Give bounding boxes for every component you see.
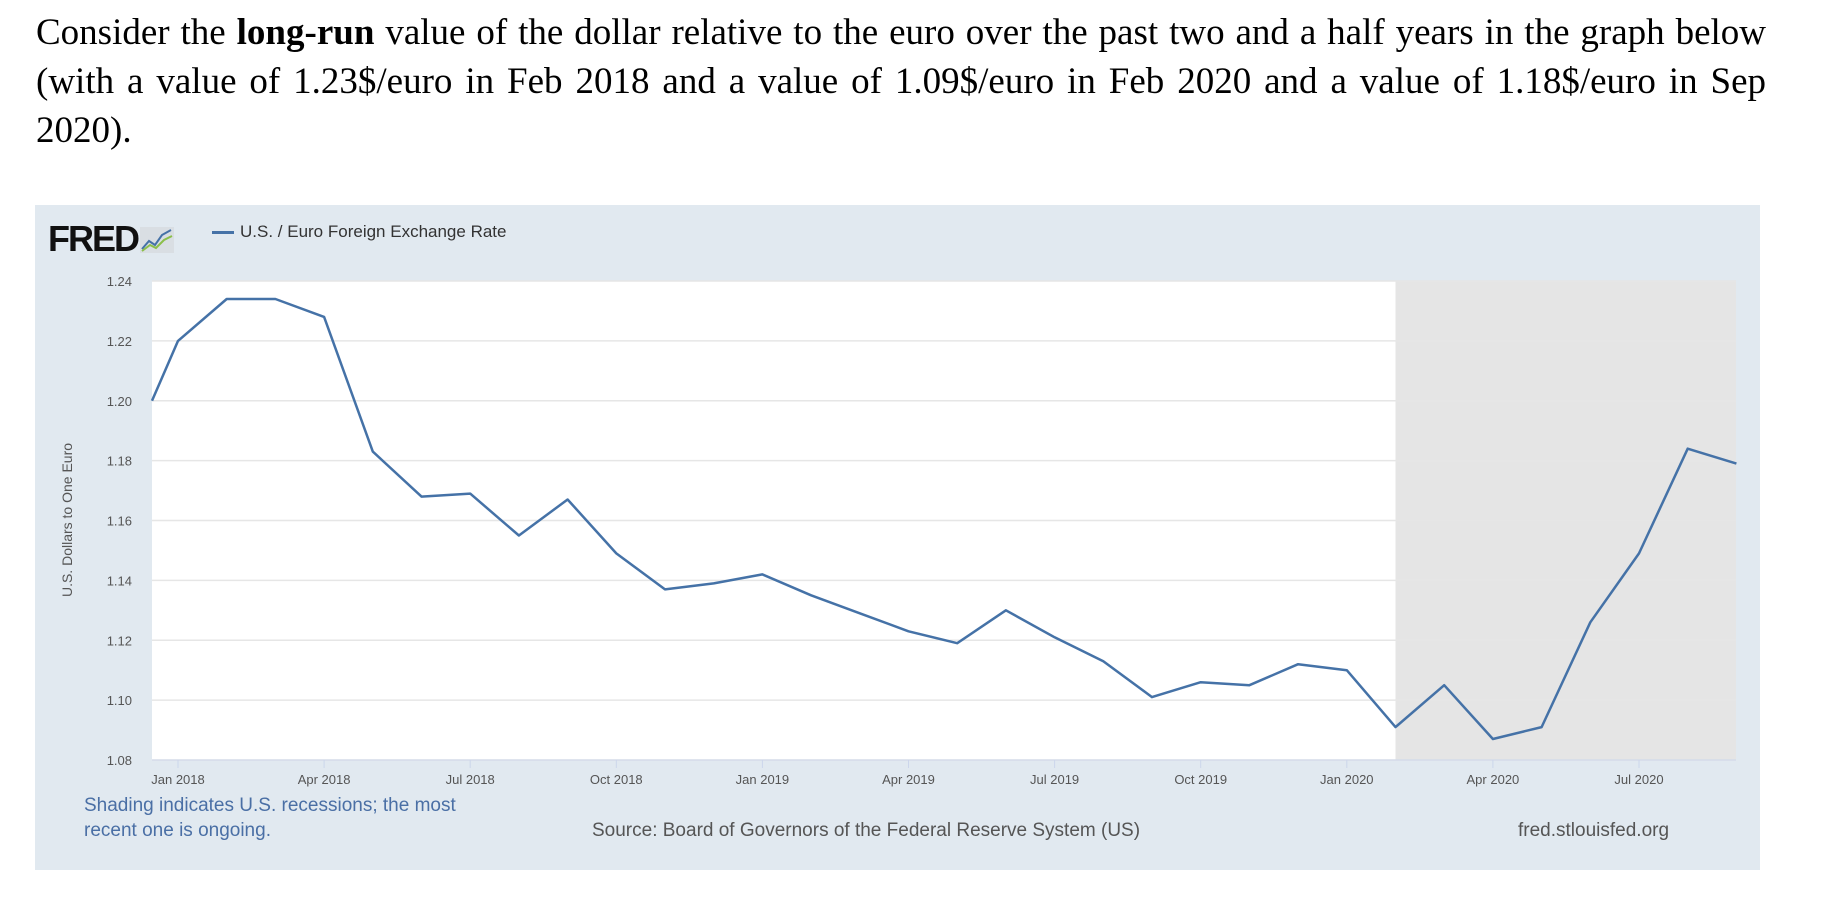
y-tick-label: 1.12 [107,633,132,648]
x-tick-label: Jul 2018 [446,772,495,787]
recession-note: Shading indicates U.S. recessions; the m… [84,795,456,841]
x-tick-label: Apr 2020 [1467,772,1520,787]
x-tick-label: Jul 2020 [1614,772,1663,787]
x-tick-label: Oct 2018 [590,772,643,787]
y-tick-label: 1.22 [107,334,132,349]
x-tick-label: Apr 2019 [882,772,935,787]
x-tick-label: Jan 2020 [1320,772,1374,787]
y-tick-label: 1.10 [107,693,132,708]
y-axis-label: U.S. Dollars to One Euro [59,443,75,597]
y-tick-label: 1.14 [107,573,132,588]
y-tick-label: 1.08 [107,753,132,768]
x-tick-label: Jan 2019 [736,772,790,787]
series-line [150,297,1737,741]
y-tick-label: 1.16 [107,514,132,529]
legend: U.S. / Euro Foreign Exchange Rate [212,222,506,242]
question-after: value of the dollar relative to the euro… [36,12,1766,151]
y-tick-label: 1.18 [107,454,132,469]
x-tick-label: Jan 2018 [151,772,205,787]
site-link[interactable]: fred.stlouisfed.org [1518,820,1670,841]
x-tick-label: Oct 2019 [1174,772,1227,787]
question-bold: long-run [236,12,375,53]
y-tick-label: 1.24 [107,274,132,289]
x-tick-label: Apr 2018 [298,772,351,787]
chart-logo-icon [140,227,174,253]
question-before: Consider the [36,12,237,53]
y-tick-label: 1.20 [107,394,132,409]
legend-swatch [212,230,234,234]
fred-logo: FRED [48,218,174,260]
legend-label: U.S. / Euro Foreign Exchange Rate [240,222,507,241]
x-tick-label: Jul 2019 [1030,772,1079,787]
question-text: Consider the long-run value of the dolla… [36,8,1766,155]
source-text: Source: Board of Governors of the Federa… [592,820,1141,841]
